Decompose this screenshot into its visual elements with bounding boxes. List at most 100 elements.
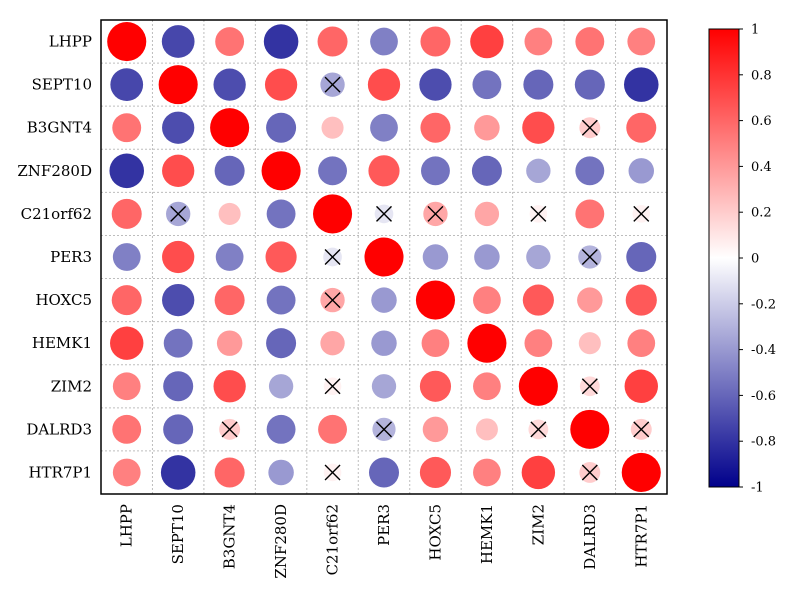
column-label: ZIM2: [529, 504, 547, 545]
cell-circle: [368, 457, 400, 488]
cell-circle: [621, 452, 661, 493]
cell-circle: [110, 326, 144, 360]
cell-circle: [473, 286, 501, 314]
cell-circle: [370, 27, 398, 56]
cell-circle: [371, 287, 397, 313]
cell-circle: [320, 331, 345, 356]
cell-circle: [575, 27, 605, 56]
column-label: C21orf62: [324, 504, 342, 575]
cell-circle: [626, 241, 657, 273]
cell-circle: [107, 22, 147, 62]
row-label: ZNF280D: [17, 162, 92, 180]
row-label: DALRD3: [26, 420, 92, 438]
cell-circle: [214, 457, 245, 488]
cell-circle: [471, 155, 502, 186]
cell-circle: [318, 414, 347, 444]
cell-circle: [570, 409, 610, 449]
cell-circle: [368, 155, 400, 187]
cell-circle: [265, 241, 297, 273]
cell-circle: [111, 198, 142, 229]
colorbar-tick-label: 0.4: [751, 160, 772, 175]
cell-circle: [574, 69, 605, 100]
column-label: ZNF280D: [272, 504, 290, 579]
colorbar-tick-label: 0.2: [751, 206, 772, 221]
colorbar-tick-label: 0: [751, 252, 759, 267]
colorbar-tick-label: -0.8: [751, 435, 776, 450]
row-label: C21orf62: [21, 205, 92, 223]
plot-frame: [100, 19, 668, 495]
cell-circle: [161, 25, 195, 58]
colorbar-tick-label: -0.2: [751, 297, 776, 312]
cell-circle: [163, 328, 193, 358]
cell-circle: [218, 202, 241, 225]
cell-circle: [111, 285, 142, 316]
insignificant-cross-mark: [530, 205, 547, 222]
cell-circle: [627, 27, 656, 56]
cell-circle: [213, 68, 246, 101]
insignificant-cross-mark: [633, 421, 650, 438]
cell-circle: [266, 328, 297, 359]
cell-circle: [210, 108, 250, 148]
column-label: LHPP: [118, 504, 136, 547]
colorbar-tick-label: 1: [751, 23, 759, 38]
cell-circle: [575, 156, 605, 186]
cell-circle: [474, 201, 500, 227]
cell-circle: [371, 374, 397, 399]
cell-circle: [628, 158, 655, 184]
cell-circle: [472, 70, 502, 100]
row-label: B3GNT4: [27, 119, 92, 137]
cell-circle: [422, 244, 449, 270]
cell-circle: [318, 156, 347, 186]
column-label: SEPT10: [169, 504, 187, 564]
cell-circle: [578, 332, 601, 355]
cell-circle: [214, 155, 245, 186]
cell-circle: [264, 68, 298, 101]
cell-circle: [623, 67, 659, 102]
insignificant-cross-mark: [324, 378, 341, 395]
cell-circle: [162, 154, 195, 187]
insignificant-cross-mark: [530, 421, 547, 438]
insignificant-cross-mark: [633, 205, 650, 222]
insignificant-cross-mark: [376, 205, 392, 222]
column-label: DALRD3: [581, 504, 599, 570]
plot-grid: [100, 19, 668, 495]
cell-circle: [575, 199, 605, 229]
cell-circle: [522, 111, 555, 144]
cell-circle: [526, 158, 551, 183]
cell-circle: [422, 416, 449, 443]
cell-circle: [626, 112, 657, 143]
cell-circle: [523, 69, 554, 100]
cell-circle: [266, 285, 296, 315]
cell-circle: [371, 330, 397, 356]
colorbar-tick-label: 0.8: [751, 68, 772, 83]
cell-circle: [364, 237, 404, 277]
cell-circle: [473, 372, 501, 401]
insignificant-cross-mark: [324, 249, 341, 265]
cell-circle: [160, 455, 196, 490]
cell-circle: [268, 374, 294, 399]
cell-circle: [112, 458, 141, 487]
cell-circle: [216, 330, 243, 356]
cell-circle: [420, 112, 451, 143]
cell-circle: [370, 113, 398, 142]
cell-circle: [162, 240, 195, 274]
cell-circle: [625, 284, 657, 316]
cell-circle: [521, 455, 556, 490]
insignificant-cross-mark: [221, 421, 238, 438]
cell-circle: [524, 329, 553, 358]
column-label: PER3: [375, 504, 393, 546]
cell-circle: [112, 414, 142, 444]
cell-circle: [473, 458, 501, 487]
cell-circle: [524, 27, 553, 56]
column-labels: LHPP SEPT10 B3GNT4 ZNF280D C21orf62 PER3 HOXC5…: [118, 504, 651, 579]
cell-circle: [475, 418, 498, 441]
cell-circle: [158, 65, 198, 105]
colorbar-scale: [708, 28, 740, 488]
cell-circle: [577, 287, 603, 313]
cell-circle: [163, 371, 194, 402]
cell-circle: [467, 323, 507, 363]
plot-cells: [107, 22, 661, 493]
row-label: ZIM2: [51, 377, 92, 395]
cell-circle: [213, 370, 246, 403]
